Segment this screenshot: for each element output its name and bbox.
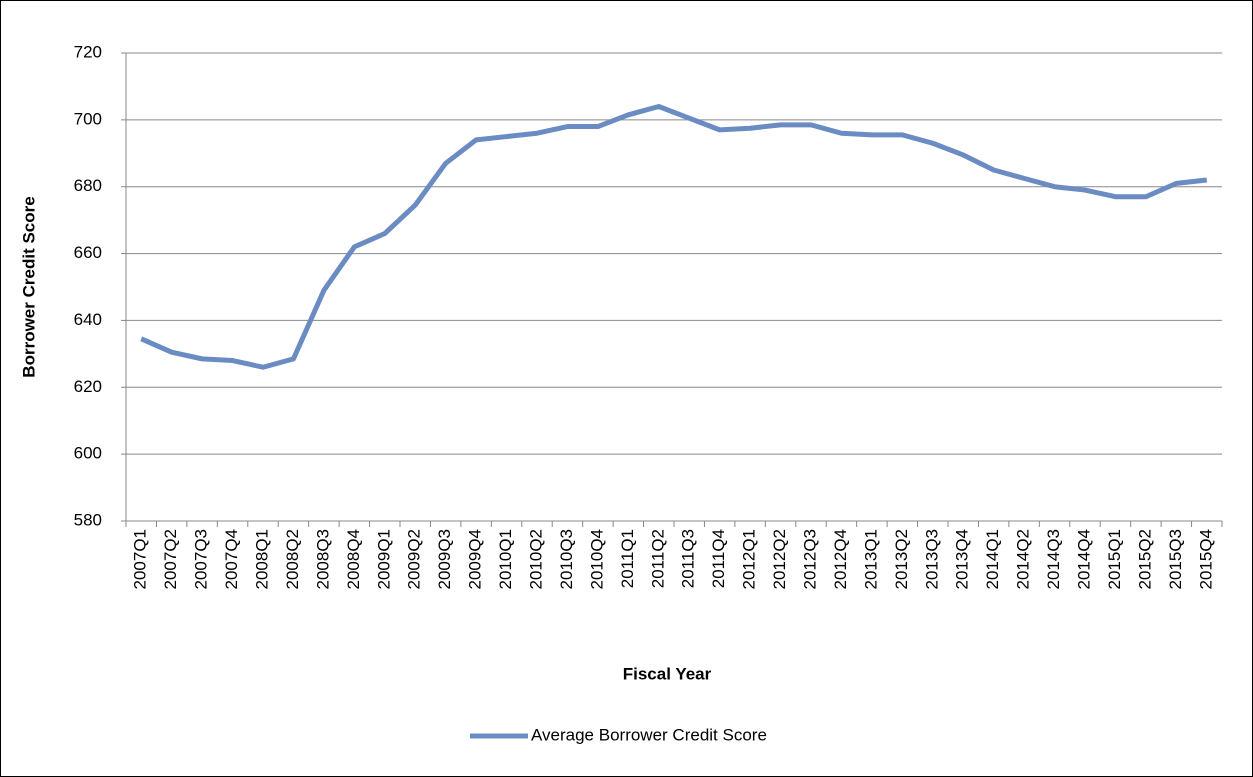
x-tick-label: 2012Q3 <box>800 529 819 590</box>
y-tick-label: 640 <box>74 310 102 329</box>
y-tick-label: 600 <box>74 444 102 463</box>
x-tick-label: 2012Q2 <box>770 529 789 590</box>
x-tick-label: 2014Q4 <box>1074 529 1093 590</box>
x-tick-label: 2007Q4 <box>222 529 241 590</box>
x-tick-label: 2013Q1 <box>861 529 880 590</box>
legend-label: Average Borrower Credit Score <box>531 725 767 744</box>
x-tick-label: 2007Q3 <box>192 529 211 590</box>
series-line <box>140 103 1208 370</box>
y-tick-label: 700 <box>74 109 102 128</box>
x-tick-label: 2010Q4 <box>587 529 606 590</box>
x-tick-label: 2011Q3 <box>679 529 698 588</box>
y-tick-label: 720 <box>74 42 102 61</box>
x-tick-label: 2012Q4 <box>831 529 850 590</box>
x-tick-label: 2015Q4 <box>1196 529 1215 590</box>
x-tick-label: 2015Q1 <box>1105 529 1124 590</box>
x-tick-label: 2015Q3 <box>1166 529 1185 590</box>
x-tick-label: 2011Q2 <box>648 529 667 588</box>
x-tick-label: 2009Q1 <box>374 529 393 590</box>
x-tick-label: 2011Q4 <box>709 529 728 588</box>
x-tick-label: 2014Q2 <box>1014 529 1033 590</box>
x-tick-label: 2014Q3 <box>1044 529 1063 590</box>
x-tick-label: 2008Q1 <box>252 529 271 590</box>
x-tick-label: 2009Q2 <box>405 529 424 590</box>
y-tick-label: 680 <box>74 176 102 195</box>
x-tick-label: 2013Q3 <box>922 529 941 590</box>
y-tick-label: 620 <box>74 377 102 396</box>
x-tick-label: 2009Q3 <box>435 529 454 590</box>
x-tick-label: 2011Q1 <box>618 529 637 588</box>
x-tick-label: 2007Q2 <box>161 529 180 590</box>
x-tick-label: 2008Q2 <box>283 529 302 590</box>
x-tick-label: 2010Q3 <box>557 529 576 590</box>
x-tick-label: 2012Q1 <box>740 529 759 590</box>
x-axis-title: Fiscal Year <box>623 664 712 683</box>
y-tick-label: 580 <box>74 510 102 529</box>
y-tick-label: 660 <box>74 243 102 262</box>
x-tick-label: 2009Q4 <box>466 529 485 590</box>
x-tick-label: 2010Q2 <box>526 529 545 590</box>
x-tick-label: 2008Q4 <box>344 529 363 590</box>
y-axis-title: Borrower Credit Score <box>19 196 38 377</box>
x-tick-label: 2008Q3 <box>313 529 332 590</box>
x-tick-label: 2010Q1 <box>496 529 515 590</box>
x-tick-label: 2007Q1 <box>131 529 150 590</box>
x-tick-label: 2013Q2 <box>892 529 911 590</box>
x-tick-label: 2014Q1 <box>983 529 1002 590</box>
x-tick-label: 2013Q4 <box>953 529 972 590</box>
x-tick-label: 2015Q2 <box>1135 529 1154 590</box>
